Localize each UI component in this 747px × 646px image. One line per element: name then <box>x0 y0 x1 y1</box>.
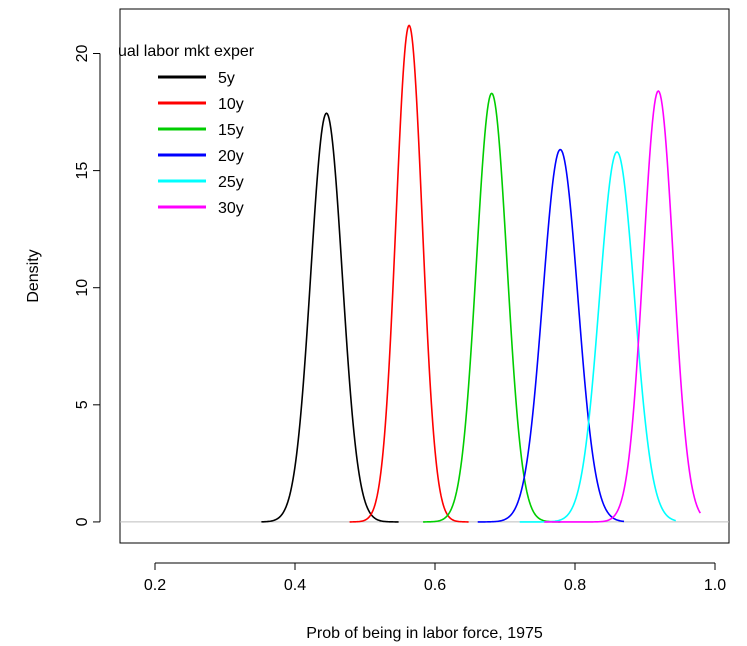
legend-label-15y: 15y <box>218 122 244 139</box>
y-axis: 0 5 10 15 20 <box>74 45 101 526</box>
density-curve-5y <box>261 112 399 523</box>
x-axis-title: Prob of being in labor force, 1975 <box>306 625 543 642</box>
legend-label-25y: 25y <box>218 174 244 191</box>
y-axis-title: Density <box>25 249 42 302</box>
x-tick-label: 0.2 <box>144 577 166 594</box>
legend-title: ual labor mkt exper <box>118 43 255 60</box>
x-tick-label: 0.8 <box>564 577 586 594</box>
plot-frame <box>119 8 730 544</box>
x-tick-label: 0.6 <box>424 577 446 594</box>
legend-label-10y: 10y <box>218 96 244 113</box>
density-curve-30y <box>544 90 701 523</box>
x-tick-label: 1.0 <box>704 577 726 594</box>
y-tick-label: 15 <box>74 162 91 180</box>
x-axis: 0.2 0.4 0.6 0.8 1.0 <box>144 562 726 594</box>
density-curve-15y <box>423 92 561 523</box>
y-tick-label: 0 <box>74 517 91 526</box>
y-tick-label: 10 <box>74 279 91 297</box>
density-curve-20y <box>477 148 625 523</box>
y-tick-label: 20 <box>74 45 91 63</box>
legend: ual labor mkt exper 5y 10y 15y 20y 25y 30y <box>118 43 255 217</box>
density-curve-10y <box>349 24 469 523</box>
legend-label-20y: 20y <box>218 148 244 165</box>
legend-label-5y: 5y <box>218 70 235 87</box>
density-curve-25y <box>519 151 677 523</box>
legend-label-30y: 30y <box>218 200 244 217</box>
density-curves <box>261 24 701 523</box>
x-tick-label: 0.4 <box>284 577 306 594</box>
y-tick-label: 5 <box>74 400 91 409</box>
